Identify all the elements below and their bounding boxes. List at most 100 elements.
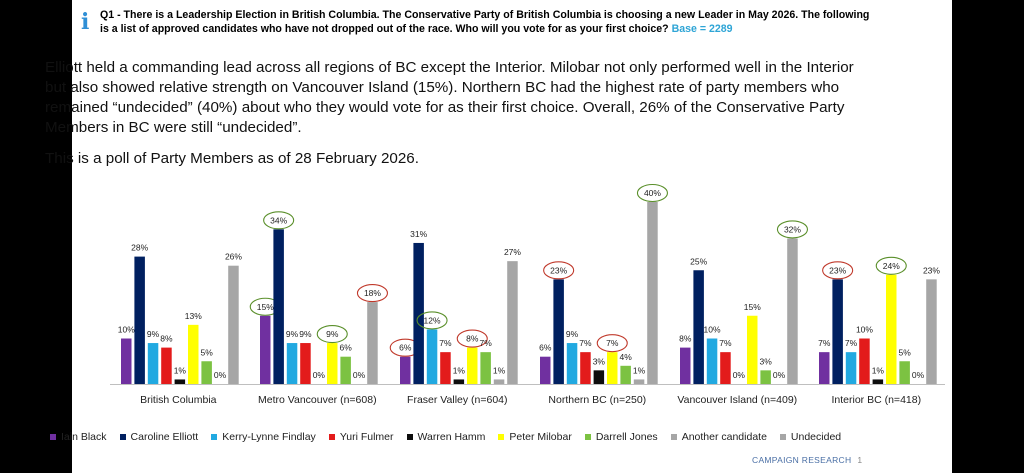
data-label: 26% [225,252,242,262]
legend-item-kerry-lynne-findlay: Kerry-Lynne Findlay [211,431,316,443]
category-label: Fraser Valley (n=604) [407,394,507,406]
bar-iain-black-0 [121,338,132,384]
bar-iain-black-1 [260,315,271,384]
bar-darrell-jones-2 [480,352,491,384]
legend-label: Darrell Jones [595,431,658,443]
data-label: 7% [719,338,732,348]
data-label: 5% [201,347,214,357]
data-label: 6% [399,343,412,353]
legend-swatch [406,434,413,440]
data-label: 12% [424,315,441,325]
legend-swatch [670,434,677,440]
data-label: 10% [856,325,873,335]
bar-caroline-elliott-0 [134,256,145,384]
highlight-circle [456,329,488,348]
info-icon: i [81,9,90,35]
legend-item-darrell-jones: Darrell Jones [584,431,658,443]
bar-undecided-3 [647,202,658,384]
legend-swatch [584,434,591,440]
bar-darrell-jones-4 [760,370,771,384]
poll-note: This is a poll of Party Members as of 28… [45,150,419,167]
bar-peter-milobar-2 [467,347,478,384]
bar-caroline-elliott-3 [553,279,564,384]
data-label: 0% [912,370,925,380]
highlight-circle [875,256,907,275]
data-label: 4% [620,352,633,362]
data-label: 7% [845,338,858,348]
bar-yuri-fulmer-3 [580,352,591,384]
data-label: 0% [214,370,227,380]
legend-item-warren-hamm: Warren Hamm [406,431,485,443]
data-label: 28% [131,243,148,253]
bar-darrell-jones-3 [620,365,631,384]
data-label: 5% [899,347,912,357]
data-label: 7% [480,338,493,348]
highlight-circle [316,324,348,344]
bar-iain-black-3 [540,356,551,384]
bar-peter-milobar-3 [607,352,618,384]
legend-item-undecided: Undecided [779,431,841,443]
data-label: 24% [883,261,900,271]
highlight-circle [416,311,448,330]
data-label: 7% [579,338,592,348]
bar-darrell-jones-1 [340,356,351,384]
data-label: 15% [257,302,274,312]
chart-legend: Iain Black Caroline Elliott Kerry-Lynne Fi… [50,431,880,443]
legend-label: Peter Milobar [509,431,572,443]
highlight-circle [356,284,389,303]
bar-caroline-elliott-2 [413,242,424,384]
page-number: 1 [857,455,863,465]
data-label: 3% [593,356,606,366]
data-label: 1% [633,365,646,375]
data-label: 7% [818,338,831,348]
data-label: 13% [185,311,202,321]
data-label: 9% [299,329,312,339]
data-label: 32% [784,224,801,234]
data-label: 27% [504,247,521,257]
data-label: 8% [466,334,479,344]
bar-peter-milobar-5 [886,274,897,384]
data-label: 7% [606,338,619,348]
data-label: 9% [326,329,339,339]
legend-swatch [50,434,56,440]
bar-undecided-1 [367,302,378,384]
data-label: 23% [829,265,846,275]
legend-item-peter-milobar: Peter Milobar [498,431,572,443]
data-label: 31% [410,229,427,239]
highlight-circle [543,261,575,280]
data-label: 3% [760,356,773,366]
bar-iain-black-2 [400,356,411,384]
legend-swatch [498,434,505,440]
data-label: 23% [550,265,567,275]
legend-label: Kerry-Lynne Findlay [222,431,316,443]
bar-yuri-fulmer-4 [720,352,731,384]
legend-swatch [119,434,126,440]
summary-paragraph: Elliott held a commanding lead across al… [45,59,854,136]
bar-kerry-lynne-findlay-1 [286,343,298,384]
category-label: Metro Vancouver (n=608) [258,394,377,406]
legend-swatch [328,434,335,440]
bar-undecided-2 [507,261,518,384]
legend-swatch [211,434,218,440]
highlight-circle [822,261,854,280]
data-label: 10% [704,325,721,335]
bar-caroline-elliott-5 [832,279,843,384]
bar-undecided-4 [787,238,798,384]
bar-kerry-lynne-findlay-4 [706,338,718,384]
data-label: 7% [439,338,452,348]
data-label: 0% [353,370,366,380]
bar-iain-black-4 [680,347,691,384]
data-label: 0% [733,370,746,380]
bar-undecided-0 [228,265,239,384]
bar-yuri-fulmer-1 [300,343,311,384]
bar-peter-milobar-1 [327,343,338,384]
legend-item-iain-black: Iain Black [50,431,107,443]
legend-label: Yuri Fulmer [339,431,394,443]
category-label: Northern BC (n=250) [548,394,646,406]
legend-label: Another candidate [681,431,767,443]
highlight-circle [596,334,628,353]
bar-kerry-lynne-findlay-2 [426,329,438,384]
category-label: British Columbia [140,394,217,406]
data-label: 8% [679,334,692,344]
